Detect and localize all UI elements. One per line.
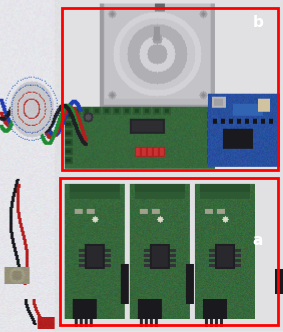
Bar xyxy=(62,8,278,170)
Text: a: a xyxy=(253,232,263,247)
Bar xyxy=(60,178,278,325)
Text: b: b xyxy=(252,15,263,30)
